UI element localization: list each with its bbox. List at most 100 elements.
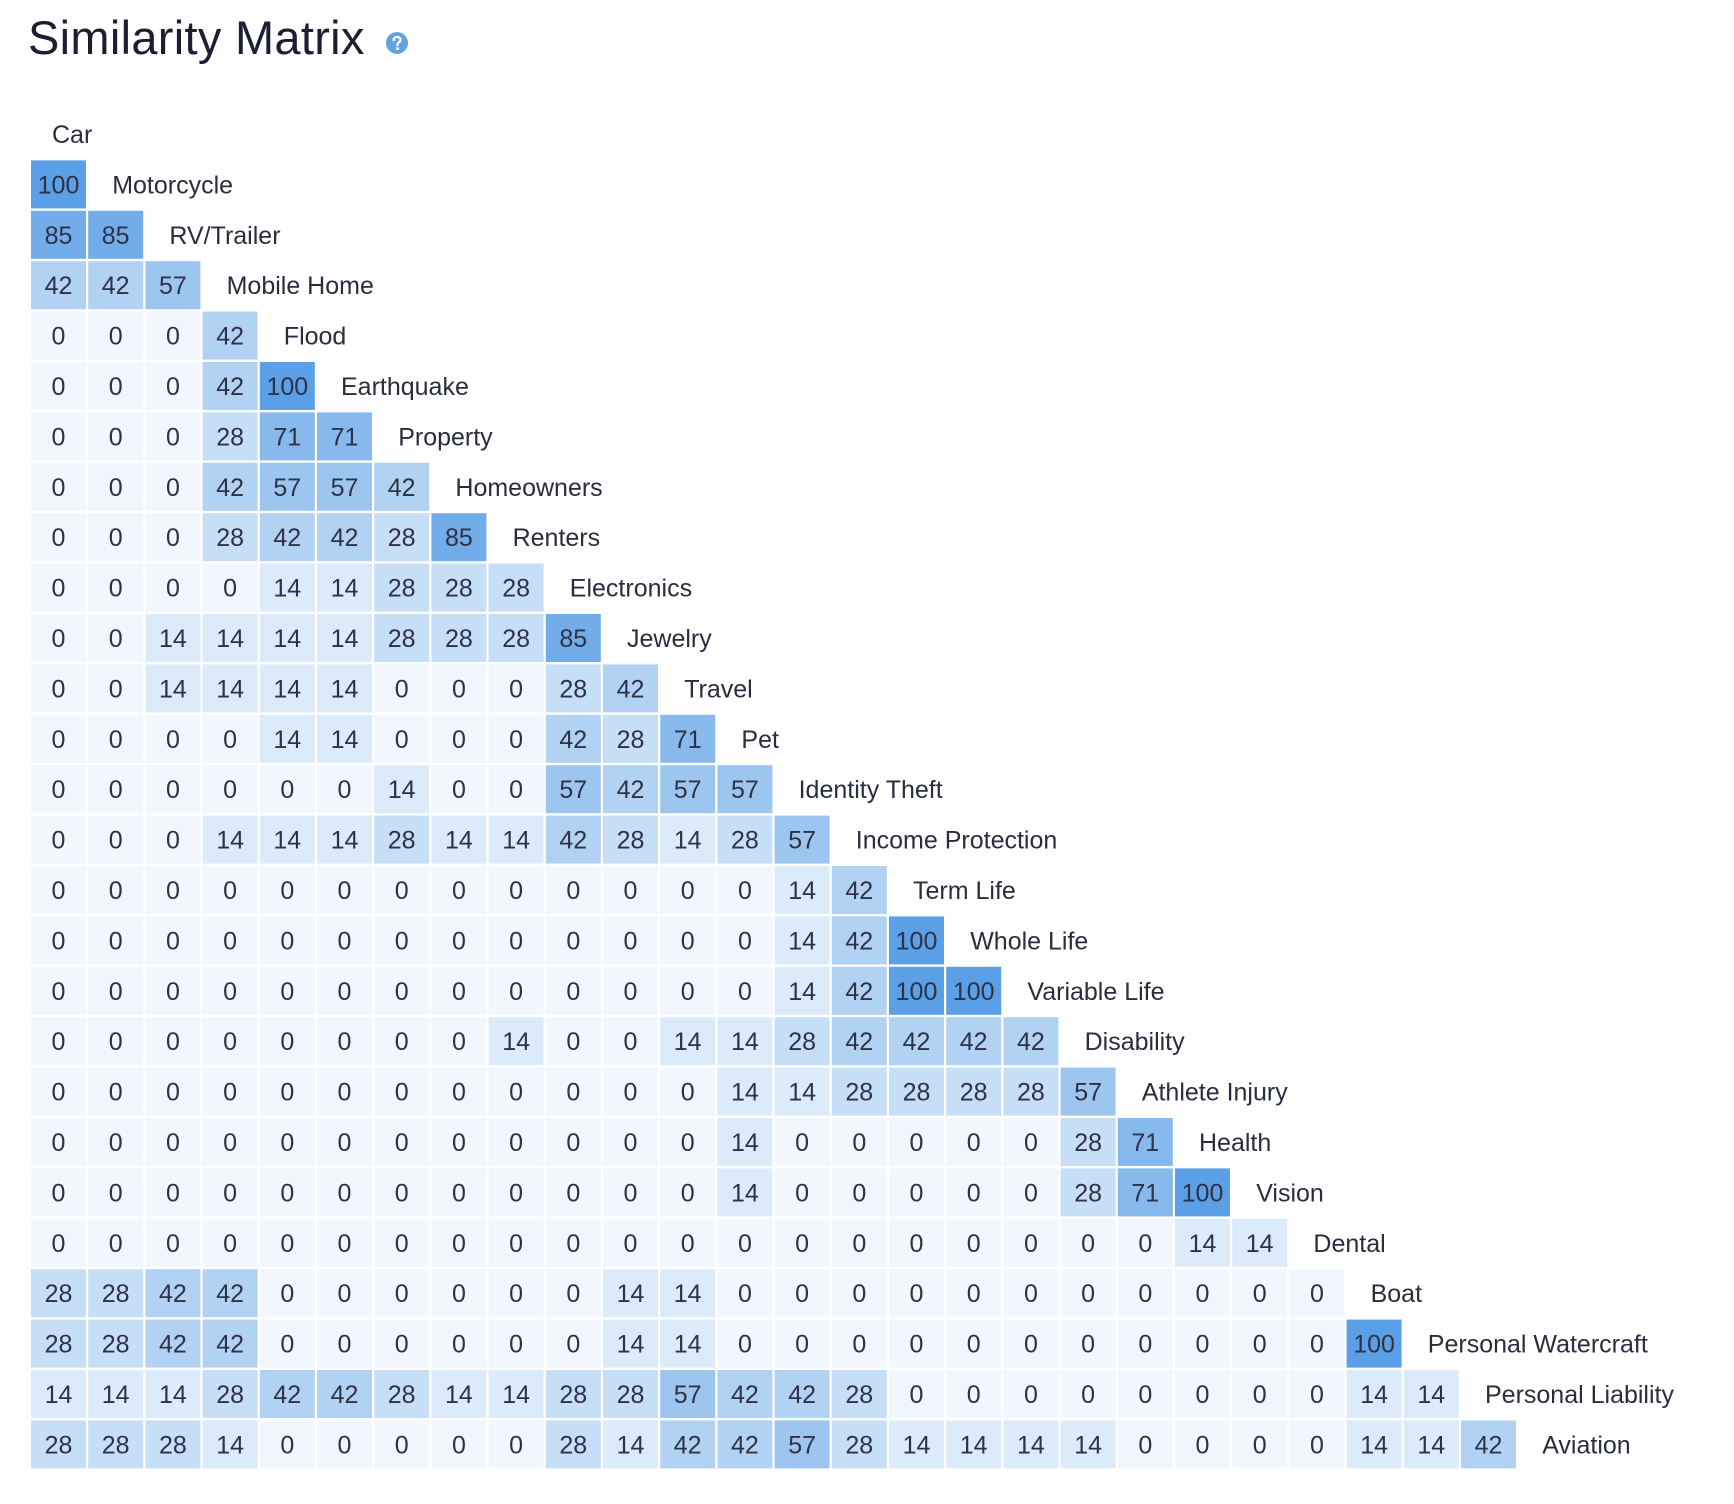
matrix-cell-r23-c17[interactable] <box>1003 1269 1059 1318</box>
matrix-cell-r23-c0[interactable] <box>31 1269 86 1318</box>
matrix-cell-r26-c15[interactable] <box>889 1420 944 1469</box>
matrix-cell-r17-c10[interactable] <box>603 966 658 1015</box>
matrix-cell-r25-c8[interactable] <box>488 1370 544 1418</box>
question-circle-icon[interactable] <box>385 31 409 55</box>
matrix-cell-r15-c7[interactable] <box>431 866 487 914</box>
matrix-cell-r19-c13[interactable] <box>774 1067 830 1116</box>
matrix-cell-r14-c5[interactable] <box>317 815 372 864</box>
matrix-cell-r20-c15[interactable] <box>889 1118 944 1166</box>
matrix-cell-r21-c15[interactable] <box>889 1168 944 1217</box>
matrix-cell-r18-c1[interactable] <box>88 1017 144 1066</box>
matrix-cell-r23-c7[interactable] <box>431 1269 487 1318</box>
matrix-cell-r24-c11[interactable] <box>660 1319 716 1368</box>
matrix-cell-r17-c0[interactable] <box>31 966 86 1015</box>
matrix-cell-r19-c1[interactable] <box>88 1067 144 1116</box>
matrix-cell-r24-c18[interactable] <box>1060 1319 1116 1368</box>
matrix-cell-r24-c5[interactable] <box>317 1319 372 1368</box>
matrix-cell-r25-c11[interactable] <box>660 1370 716 1418</box>
matrix-cell-r26-c10[interactable] <box>603 1420 658 1469</box>
matrix-cell-r22-c21[interactable] <box>1232 1218 1288 1267</box>
matrix-cell-r22-c8[interactable] <box>488 1218 544 1267</box>
matrix-cell-r13-c9[interactable] <box>545 765 601 814</box>
matrix-cell-r24-c3[interactable] <box>202 1319 258 1368</box>
matrix-cell-r20-c17[interactable] <box>1003 1118 1059 1166</box>
matrix-cell-r19-c14[interactable] <box>831 1067 887 1116</box>
matrix-cell-r26-c11[interactable] <box>660 1420 716 1469</box>
matrix-cell-r16-c5[interactable] <box>317 916 372 965</box>
matrix-cell-r26-c3[interactable] <box>202 1420 258 1469</box>
matrix-cell-r23-c2[interactable] <box>145 1269 201 1318</box>
matrix-cell-r15-c5[interactable] <box>317 866 372 914</box>
matrix-cell-r24-c2[interactable] <box>145 1319 201 1368</box>
matrix-cell-r9-c5[interactable] <box>317 563 372 612</box>
matrix-cell-r14-c8[interactable] <box>488 815 544 864</box>
matrix-cell-r11-c1[interactable] <box>88 664 144 713</box>
matrix-cell-r8-c5[interactable] <box>317 513 372 562</box>
matrix-cell-r18-c8[interactable] <box>488 1017 544 1066</box>
matrix-cell-r14-c3[interactable] <box>202 815 258 864</box>
matrix-cell-r15-c12[interactable] <box>717 866 773 914</box>
matrix-cell-r4-c0[interactable] <box>31 311 86 360</box>
matrix-cell-r6-c5[interactable] <box>317 412 372 461</box>
matrix-cell-r11-c2[interactable] <box>145 664 201 713</box>
matrix-cell-r18-c3[interactable] <box>202 1017 258 1066</box>
matrix-cell-r15-c2[interactable] <box>145 866 201 914</box>
matrix-cell-r26-c17[interactable] <box>1003 1420 1059 1469</box>
matrix-cell-r22-c6[interactable] <box>374 1218 430 1267</box>
matrix-cell-r21-c9[interactable] <box>545 1168 601 1217</box>
matrix-cell-r24-c16[interactable] <box>946 1319 1002 1368</box>
matrix-cell-r23-c12[interactable] <box>717 1269 773 1318</box>
matrix-cell-r22-c10[interactable] <box>603 1218 658 1267</box>
matrix-cell-r15-c10[interactable] <box>603 866 658 914</box>
matrix-cell-r9-c3[interactable] <box>202 563 258 612</box>
matrix-cell-r25-c2[interactable] <box>145 1370 201 1418</box>
matrix-cell-r25-c19[interactable] <box>1117 1370 1173 1418</box>
matrix-cell-r15-c13[interactable] <box>774 866 830 914</box>
matrix-cell-r19-c9[interactable] <box>545 1067 601 1116</box>
matrix-cell-r4-c1[interactable] <box>88 311 144 360</box>
matrix-cell-r11-c0[interactable] <box>31 664 86 713</box>
matrix-cell-r26-c16[interactable] <box>946 1420 1002 1469</box>
matrix-cell-r23-c16[interactable] <box>946 1269 1002 1318</box>
matrix-cell-r26-c19[interactable] <box>1117 1420 1173 1469</box>
matrix-cell-r17-c6[interactable] <box>374 966 430 1015</box>
matrix-cell-r21-c3[interactable] <box>202 1168 258 1217</box>
matrix-cell-r25-c14[interactable] <box>831 1370 887 1418</box>
matrix-cell-r17-c3[interactable] <box>202 966 258 1015</box>
matrix-cell-r22-c0[interactable] <box>31 1218 86 1267</box>
matrix-cell-r15-c11[interactable] <box>660 866 716 914</box>
matrix-cell-r22-c15[interactable] <box>889 1218 944 1267</box>
matrix-cell-r20-c2[interactable] <box>145 1118 201 1166</box>
matrix-cell-r18-c6[interactable] <box>374 1017 430 1066</box>
matrix-cell-r24-c4[interactable] <box>259 1319 315 1368</box>
matrix-cell-r17-c12[interactable] <box>717 966 773 1015</box>
matrix-cell-r13-c4[interactable] <box>259 765 315 814</box>
matrix-cell-r6-c4[interactable] <box>259 412 315 461</box>
matrix-cell-r21-c18[interactable] <box>1060 1168 1116 1217</box>
matrix-cell-r7-c3[interactable] <box>202 462 258 511</box>
matrix-cell-r26-c14[interactable] <box>831 1420 887 1469</box>
matrix-cell-r23-c9[interactable] <box>545 1269 601 1318</box>
matrix-cell-r11-c9[interactable] <box>545 664 601 713</box>
matrix-cell-r25-c16[interactable] <box>946 1370 1002 1418</box>
matrix-cell-r15-c9[interactable] <box>545 866 601 914</box>
matrix-cell-r8-c3[interactable] <box>202 513 258 562</box>
matrix-cell-r9-c2[interactable] <box>145 563 201 612</box>
matrix-cell-r19-c12[interactable] <box>717 1067 773 1116</box>
matrix-cell-r14-c9[interactable] <box>545 815 601 864</box>
matrix-cell-r21-c1[interactable] <box>88 1168 144 1217</box>
matrix-cell-r14-c4[interactable] <box>259 815 315 864</box>
matrix-cell-r18-c16[interactable] <box>946 1017 1002 1066</box>
matrix-cell-r19-c7[interactable] <box>431 1067 487 1116</box>
matrix-cell-r24-c22[interactable] <box>1289 1319 1345 1368</box>
matrix-cell-r17-c5[interactable] <box>317 966 372 1015</box>
matrix-cell-r5-c1[interactable] <box>88 362 144 410</box>
matrix-cell-r18-c15[interactable] <box>889 1017 944 1066</box>
matrix-cell-r24-c12[interactable] <box>717 1319 773 1368</box>
matrix-cell-r16-c15[interactable] <box>889 916 944 965</box>
matrix-cell-r6-c0[interactable] <box>31 412 86 461</box>
matrix-cell-r16-c6[interactable] <box>374 916 430 965</box>
matrix-cell-r26-c25[interactable] <box>1461 1420 1516 1469</box>
matrix-cell-r10-c8[interactable] <box>488 614 544 662</box>
matrix-cell-r18-c12[interactable] <box>717 1017 773 1066</box>
